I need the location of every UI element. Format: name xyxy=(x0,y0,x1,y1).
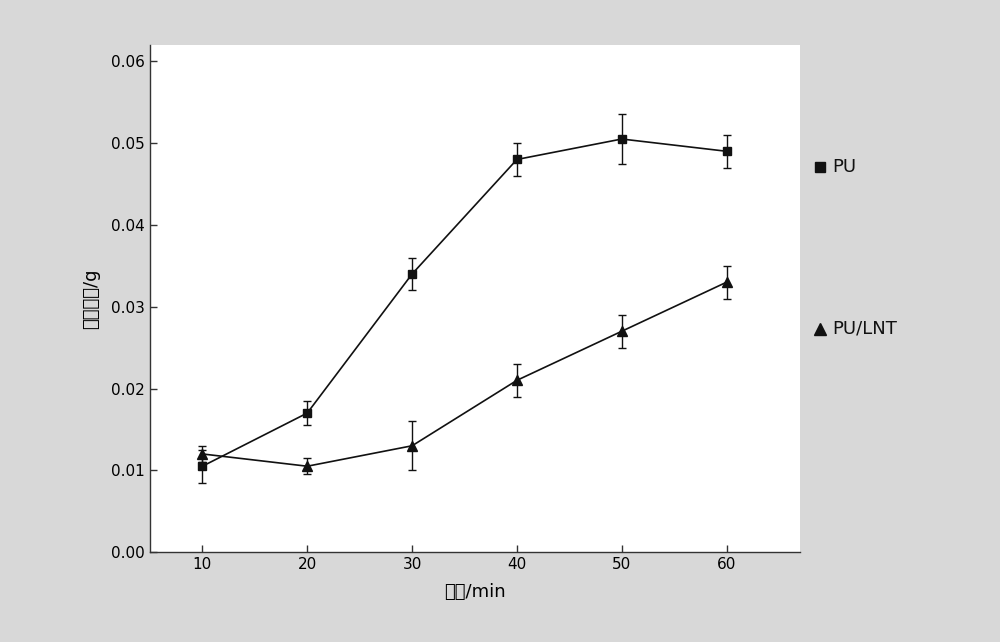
Y-axis label: 血栓重量/g: 血栓重量/g xyxy=(82,268,100,329)
Text: PU/LNT: PU/LNT xyxy=(832,320,897,338)
X-axis label: 时间/min: 时间/min xyxy=(444,583,506,601)
Text: PU: PU xyxy=(832,158,857,176)
